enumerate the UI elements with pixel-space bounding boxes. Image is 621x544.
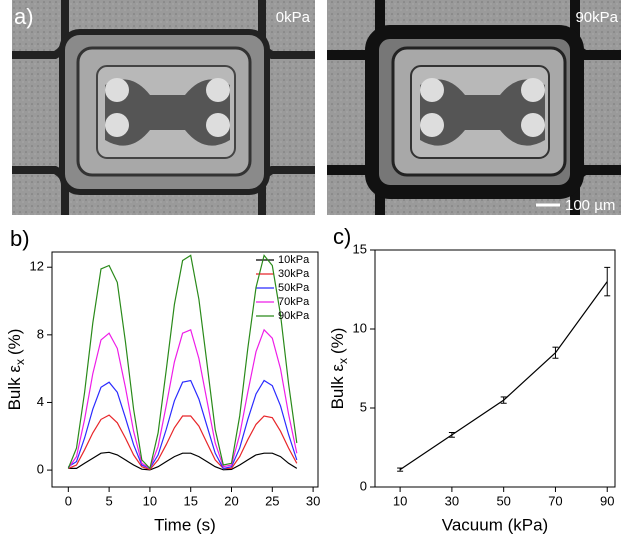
series-line [399,281,608,471]
y-tick-label: 0 [37,462,44,477]
x-axis-label: Vacuum (kPa) [442,515,548,534]
x-tick-label: 10 [393,493,407,508]
y-axis-label: Bulk εx (%) [328,328,350,410]
y-label-unit: (%) [328,328,347,354]
error-bar [552,346,559,359]
y-tick-label: 15 [353,241,367,256]
series-line [68,451,298,471]
error-bar [448,431,455,438]
image-label: 0kPa [276,9,311,26]
plot-frame [51,251,319,488]
y-tick-label: 0 [360,478,367,493]
error-bar [500,396,507,404]
panel-label: a) [14,4,34,29]
x-tick-label: 20 [224,493,238,508]
x-tick-label: 15 [183,493,197,508]
error-bar [604,266,611,297]
x-tick-label: 50 [496,493,510,508]
y-label-text: Bulk ε [328,364,347,410]
x-axis-label: Time (s) [154,515,216,534]
x-tick-label: 70 [548,493,562,508]
x-tick-label: 25 [265,493,279,508]
legend-label: 10kPa [278,254,310,266]
y-tick-label: 8 [37,326,44,341]
x-tick-label: 0 [65,493,72,508]
x-tick-label: 30 [445,493,459,508]
legend-label: 50kPa [278,282,310,294]
y-tick-label: 12 [30,259,44,274]
x-tick-label: 30 [306,493,320,508]
y-tick-label: 4 [37,394,44,409]
series-line [67,379,298,470]
y-label-subscript: x [336,358,350,364]
y-tick-label: 5 [360,399,367,414]
legend-label: 30kPa [278,268,310,280]
micrograph-0kpa [12,0,315,215]
y-label-unit: (%) [5,329,24,355]
legend-label: 70kPa [278,296,310,308]
x-tick-label: 90 [600,493,614,508]
panel-label: b) [10,226,30,251]
y-axis-label: Bulk εx (%) [5,329,27,411]
scale-bar-label: 100 µm [565,197,615,214]
image-label: 90kPa [575,9,618,26]
x-tick-label: 10 [143,493,157,508]
y-label-subscript: x [13,359,27,365]
x-tick-label: 5 [105,493,112,508]
legend-label: 90kPa [278,310,310,322]
series-line [67,328,298,470]
series-line [67,254,298,470]
panel-label: c) [333,224,351,249]
series-line [68,414,298,471]
error-bar [397,467,404,472]
y-tick-label: 10 [353,320,367,335]
micrograph-90kpa [327,0,621,215]
plot-frame [374,249,616,488]
y-label-text: Bulk ε [5,365,24,411]
